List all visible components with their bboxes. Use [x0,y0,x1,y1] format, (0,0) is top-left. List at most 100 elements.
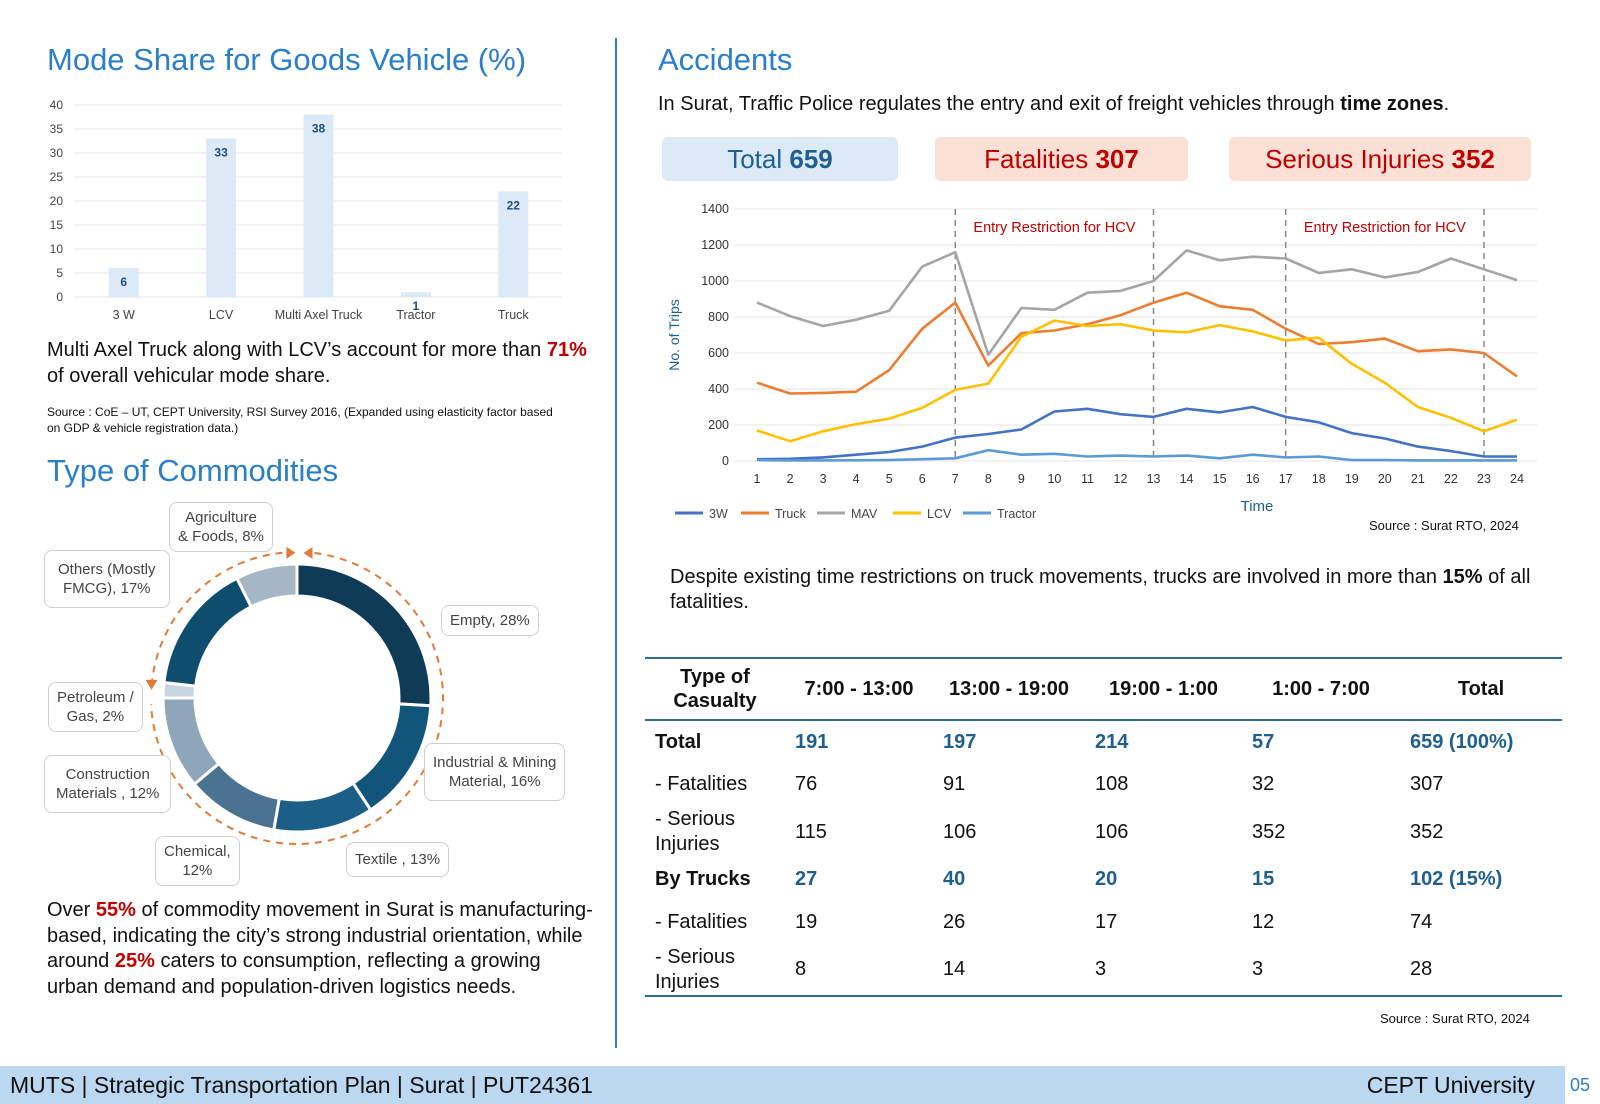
legend-label: Truck [775,507,807,521]
line-x-tick-label: 15 [1213,472,1227,486]
mode-share-text-pre: Multi Axel Truck along with LCV’s accoun… [47,339,542,361]
label-empty: Empty, 28% [441,605,539,636]
line-y-tick-label: 0 [722,454,729,468]
table-header: Type of Casualty [673,666,757,712]
series-line [756,405,1517,461]
footer-organization: CEPT University [1366,1072,1535,1098]
label-construction: Construction Materials , 12% [44,755,172,813]
arrowhead-icon [303,547,313,560]
footer-bar: MUTS | Strategic Transportation Plan | S… [0,1066,1565,1104]
line-x-tick-label: 20 [1378,472,1392,486]
table-source: Source : Surat RTO, 2024 [1380,1011,1530,1026]
line-x-tick-label: 14 [1180,472,1194,486]
line-x-tick-label: 5 [886,472,893,486]
series-line [756,319,1518,443]
restriction-annotation: Entry Restriction for HCV [973,220,1135,236]
line-x-tick-label: 12 [1114,472,1128,486]
accidents-intro: In Surat, Traffic Police regulates the e… [658,93,1450,115]
line-x-tick-label: 21 [1411,472,1425,486]
mode-share-description: Multi Axel Truck along with LCV’s accoun… [47,337,587,389]
line-x-tick-label: 6 [919,472,926,486]
table-header: 19:00 - 1:00 [1109,678,1218,700]
line-x-tick-label: 9 [1018,472,1025,486]
casualty-table: Type of Casualty 7:00 - 13:00 13:00 - 19… [645,657,1562,997]
line-x-tick-label: 4 [853,472,860,486]
label-chemical: Chemical, 12% [155,836,240,886]
table-row: - Fatalities 19 26 17 12 74 [655,911,1433,933]
donut-flow-arrow-arc [150,552,444,845]
label-textile: Textile , 13% [346,842,450,877]
column-divider [615,38,617,1048]
line-x-tick-label: 17 [1279,472,1293,486]
table-header: 13:00 - 19:00 [948,678,1070,700]
table-row: Total 191 197 214 57 659 (100%) [655,730,1514,753]
line-y-tick-label: 1400 [701,202,729,216]
bar-y-tick-label: 0 [56,290,63,304]
line-x-tick-label: 3 [820,472,827,486]
footer-project: MUTS | Strategic Transportation Plan | S… [10,1072,593,1098]
line-x-tick-label: 1 [754,472,761,486]
donut-flow-arrow-arc [150,551,283,687]
line-x-tick-label: 8 [985,472,992,486]
series-line [756,448,1517,462]
mode-share-title: Mode Share for Goods Vehicle (%) [47,42,527,77]
bar-y-tick-label: 40 [50,98,64,112]
commodities-description: Over 55% of commodity movement in Surat … [47,899,593,998]
legend-label: Tractor [997,507,1036,521]
x-axis-label: Time [1241,498,1274,515]
series-line [756,249,1518,357]
line-x-tick-label: 11 [1081,472,1094,486]
bar-data-label: 1 [413,299,420,313]
label-others: Others (Mostly FMCG), 17% [44,550,170,608]
mode-share-highlight: 71% [546,339,587,361]
line-x-tick-label: 18 [1312,472,1326,486]
accidents-note: Despite existing time restrictions on tr… [670,566,1531,613]
line-x-tick-label: 16 [1246,472,1260,486]
donut-slice [350,702,433,813]
bar-data-label: 22 [507,198,521,212]
bar-x-tick-label: LCV [209,308,234,322]
legend-label: 3W [709,507,728,521]
arrowhead-icon [145,679,158,690]
accidents-title: Accidents [658,42,793,77]
table-row: - Serious Injuries 115 106 106 352 352 [655,808,1444,855]
bar-x-tick-label: Truck [498,308,530,322]
donut-slice [295,562,433,708]
label-petroleum: Petroleum / Gas, 2% [48,682,143,732]
bar [206,138,237,297]
commodities-title: Type of Commodities [47,453,339,488]
mode-share-source: Source : CoE – UT, CEPT University, RSI … [47,405,553,435]
line-y-tick-label: 1200 [701,238,729,252]
commodities-donut-chart [145,546,444,845]
donut-slice [162,576,254,688]
line-x-tick-label: 7 [952,472,959,486]
label-industrial: Industrial & Mining Material, 16% [424,743,566,801]
legend-label: MAV [851,507,878,521]
bar-y-tick-label: 25 [50,170,64,184]
commodities-highlight-55: 55% [95,899,136,921]
arrowhead-icon [286,546,296,559]
bar [108,268,139,297]
line-x-tick-label: 24 [1510,472,1524,486]
line-y-tick-label: 600 [708,346,729,360]
mode-share-text-post: of overall vehicular mode share. [47,365,331,387]
line-y-tick-label: 1000 [701,274,729,288]
table-header-row: Type of Casualty 7:00 - 13:00 13:00 - 19… [645,658,1562,720]
donut-slice [161,696,221,787]
donut-slice [271,781,373,834]
legend-label: LCV [927,507,952,521]
bar-y-tick-label: 5 [56,266,63,280]
table-header: Total [1457,678,1505,700]
bar-data-label: 6 [120,275,127,289]
bar-y-tick-label: 20 [50,194,64,208]
bar-y-tick-label: 35 [50,122,64,136]
bar [400,292,431,297]
table-row: - Fatalities 76 91 108 32 307 [655,773,1444,795]
fatalities-pill: Fatalities 307 [935,137,1188,181]
bar [498,191,529,297]
line-x-tick-label: 23 [1477,472,1491,486]
bar-x-tick-label: 3 W [113,308,135,322]
line-x-tick-label: 2 [787,472,794,486]
mode-share-bar-chart: 0 5 10 15 20 25 30 35 40 6 3 W 33 LCV 38 Multi Axel Tr… [50,98,562,322]
